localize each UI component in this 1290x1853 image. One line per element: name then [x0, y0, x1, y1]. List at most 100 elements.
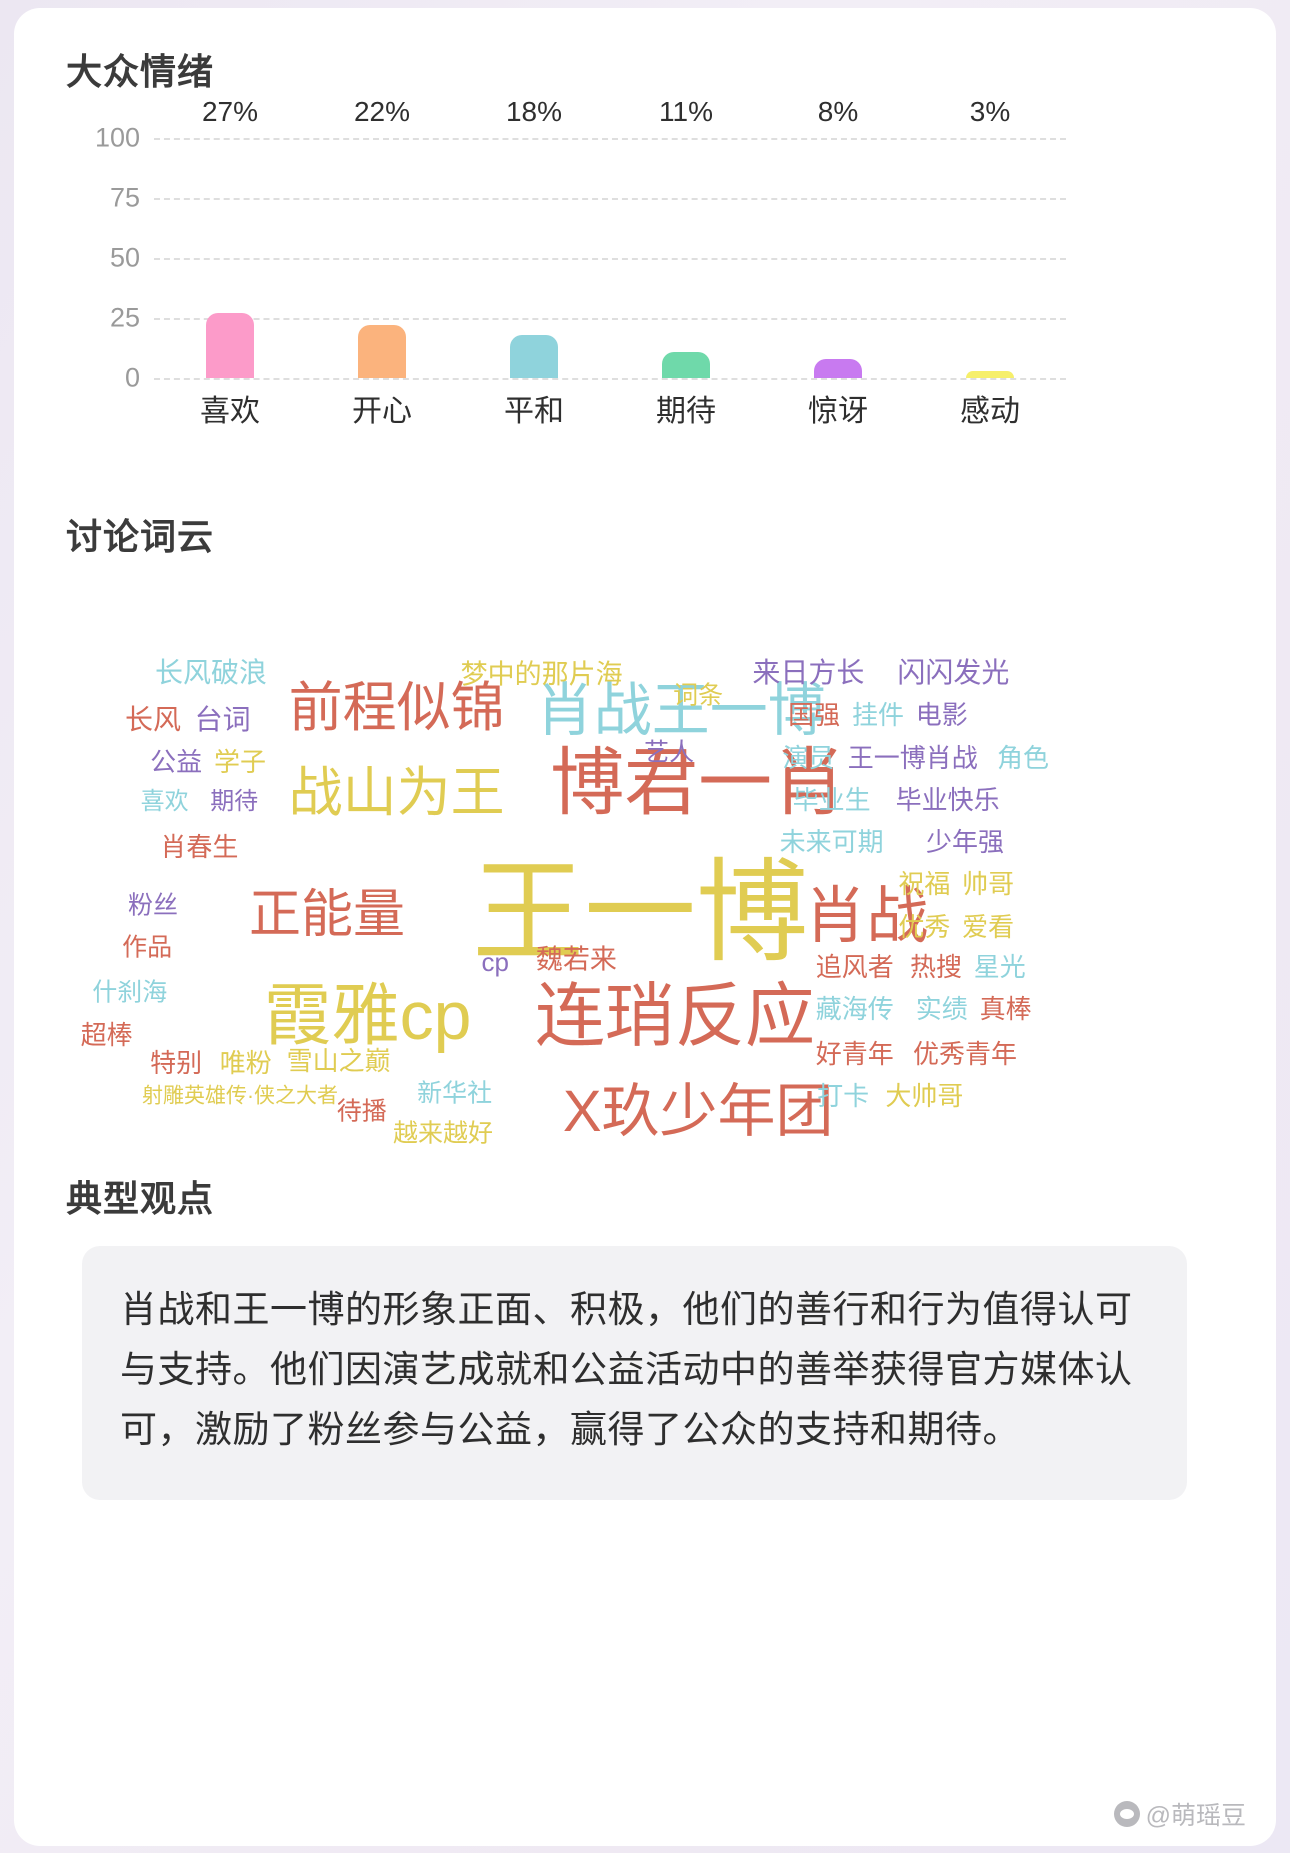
word-cloud-term[interactable]: 战山为王: [288, 762, 505, 823]
typical-opinion-text: 肖战和王一博的形象正面、积极，他们的善行和行为值得认可与支持。他们因演艺成就和公…: [120, 1289, 1133, 1450]
y-axis-tick-0: 0: [124, 362, 140, 393]
word-cloud-term[interactable]: 肖春生: [160, 831, 239, 862]
word-cloud-term[interactable]: 连琑反应: [535, 977, 815, 1056]
y-axis-tick-75: 75: [109, 182, 140, 213]
y-axis-tick-25: 25: [109, 302, 140, 333]
word-cloud-term[interactable]: 长风: [124, 703, 182, 735]
chart-x-axis: 喜欢 开心 平和 期待 惊讶 感动: [154, 386, 1066, 430]
x-axis-label-期待: 期待: [656, 395, 716, 428]
word-cloud-term[interactable]: 毕业快乐: [895, 784, 1000, 815]
word-cloud-term[interactable]: 喜欢: [140, 788, 189, 816]
report-card: 大众情绪 0 25 50 75 100 27% 22% 18% 11% 8% 3% 喜欢 开心 平和期…: [14, 8, 1276, 1846]
word-cloud-term[interactable]: 打卡: [817, 1080, 870, 1111]
word-cloud-term[interactable]: 闪闪发光: [897, 656, 1010, 688]
page-title-wordcloud: 讨论词云: [66, 516, 215, 557]
bar-slot-开心[interactable]: 22%: [306, 96, 458, 378]
bar-slot-喜欢[interactable]: 27%: [154, 96, 306, 378]
word-cloud-term[interactable]: 词条: [673, 681, 724, 710]
word-cloud-term[interactable]: 雪山之巅: [286, 1045, 391, 1076]
word-cloud-term[interactable]: 来日方长: [752, 656, 865, 688]
word-cloud-term[interactable]: 少年强: [925, 827, 1005, 858]
bar-slot-期待[interactable]: 11%: [610, 96, 762, 378]
word-cloud-term[interactable]: 魏若来: [535, 944, 617, 975]
word-cloud-term[interactable]: 爱看: [962, 911, 1015, 942]
typical-opinion-box: 肖战和王一博的形象正面、积极，他们的善行和行为值得认可与支持。他们因演艺成就和公…: [82, 1246, 1187, 1500]
chart-y-axis: 0 25 50 75 100: [66, 123, 148, 393]
word-cloud-term[interactable]: 热搜: [909, 951, 963, 982]
word-cloud-term[interactable]: 唯粉: [219, 1048, 272, 1079]
word-cloud-term[interactable]: X玖少年团: [562, 1079, 834, 1145]
word-cloud-term[interactable]: 演员: [782, 742, 835, 773]
word-cloud-term[interactable]: 粉丝: [127, 891, 179, 920]
word-cloud-term[interactable]: 台词: [194, 703, 251, 735]
word-cloud-term[interactable]: 藏海传: [815, 994, 894, 1024]
page-title-emotion: 大众情绪: [66, 51, 215, 92]
word-cloud-term[interactable]: 梦中的那片海: [460, 659, 623, 690]
bar-slot-感动[interactable]: 3%: [914, 96, 1066, 378]
gridline-50: [154, 258, 1066, 260]
bar-value-喜欢: 27%: [201, 96, 259, 127]
word-cloud-term[interactable]: 期待: [210, 788, 259, 816]
word-cloud-term[interactable]: 博君一肖: [550, 741, 847, 825]
word-cloud-term[interactable]: 优秀青年: [912, 1038, 1018, 1069]
word-cloud-term[interactable]: 星光: [973, 951, 1026, 982]
word-cloud-term[interactable]: 角色: [996, 742, 1050, 773]
bar-期待[interactable]: [662, 351, 710, 378]
word-cloud-term[interactable]: 王一博肖战: [847, 742, 978, 773]
word-cloud-term[interactable]: 学子: [213, 747, 267, 778]
bar-slot-惊讶[interactable]: 8%: [762, 96, 914, 378]
word-cloud-term[interactable]: 毕业生: [792, 784, 871, 815]
word-cloud-term[interactable]: 追风者: [815, 951, 894, 982]
gridline-0: [154, 378, 1066, 380]
word-cloud-term[interactable]: 肖战: [804, 882, 929, 952]
word-cloud-term[interactable]: 电影: [915, 700, 968, 731]
word-cloud-term[interactable]: 超棒: [80, 1019, 133, 1050]
gridline-75: [154, 198, 1066, 200]
word-cloud-term[interactable]: 优秀: [898, 911, 951, 942]
word-cloud-term[interactable]: 长风破浪: [154, 656, 268, 688]
word-cloud-term[interactable]: 霞雅cp: [263, 978, 472, 1055]
y-axis-tick-100: 100: [94, 122, 140, 153]
word-cloud-term[interactable]: 王一博: [472, 849, 809, 975]
y-axis-tick-50: 50: [109, 242, 140, 273]
bar-感动[interactable]: [966, 370, 1014, 378]
word-cloud-term[interactable]: 新华社: [417, 1079, 493, 1108]
gridline-100: [154, 138, 1066, 140]
bar-value-惊讶: 8%: [817, 96, 859, 127]
word-cloud-term[interactable]: 越来越好: [392, 1119, 494, 1148]
bar-slot-平和[interactable]: 18%: [458, 96, 610, 378]
bar-平和[interactable]: [510, 334, 558, 378]
word-cloud-term[interactable]: 实绩: [915, 994, 968, 1024]
word-cloud-term[interactable]: 未来可期: [779, 827, 884, 858]
word-cloud-term[interactable]: 帅哥: [962, 869, 1015, 900]
bar-开心[interactable]: [358, 325, 406, 378]
word-cloud-term[interactable]: 前程似锦: [288, 678, 505, 739]
word-cloud-term[interactable]: 什刹海: [92, 978, 168, 1007]
bar-value-期待: 11%: [659, 96, 713, 127]
word-cloud-term[interactable]: 射雕英雄传·侠之大者: [142, 1084, 338, 1108]
word-cloud-term[interactable]: 祝福: [898, 869, 951, 900]
x-axis-label-开心: 开心: [352, 395, 412, 428]
word-cloud-term[interactable]: 好青年: [815, 1038, 894, 1069]
chart-bars: 27% 22% 18% 11% 8% 3%: [154, 96, 1066, 378]
word-cloud-term[interactable]: cp: [481, 947, 509, 977]
bar-喜欢[interactable]: [206, 313, 254, 378]
word-cloud-term[interactable]: 国强: [788, 700, 841, 731]
word-cloud-term[interactable]: 公益: [150, 747, 203, 778]
word-cloud-term[interactable]: 大帅哥: [885, 1080, 964, 1111]
x-axis-label-平和: 平和: [504, 395, 564, 428]
word-cloud-term[interactable]: 挂件: [851, 700, 905, 731]
word-cloud-term[interactable]: 作品: [122, 933, 173, 962]
bar-value-开心: 22%: [353, 96, 411, 127]
watermark: @萌瑶豆: [1113, 1796, 1246, 1832]
watermark-handle: @萌瑶豆: [1145, 1802, 1246, 1830]
word-cloud-term[interactable]: 真棒: [979, 994, 1032, 1024]
bar-惊讶[interactable]: [814, 358, 862, 378]
word-cloud-term[interactable]: 肖战王一博: [535, 677, 826, 743]
emotion-bar-chart: 0 25 50 75 100 27% 22% 18% 11% 8% 3% 喜欢 开心 平和 期待 惊讶 感动: [66, 96, 1066, 458]
x-axis-label-感动: 感动: [960, 395, 1020, 428]
word-cloud-term[interactable]: 正能量: [248, 886, 406, 944]
word-cloud-term[interactable]: 特别: [150, 1048, 203, 1079]
word-cloud-term[interactable]: 艺人: [644, 738, 695, 767]
word-cloud-term[interactable]: 待播: [336, 1097, 387, 1126]
